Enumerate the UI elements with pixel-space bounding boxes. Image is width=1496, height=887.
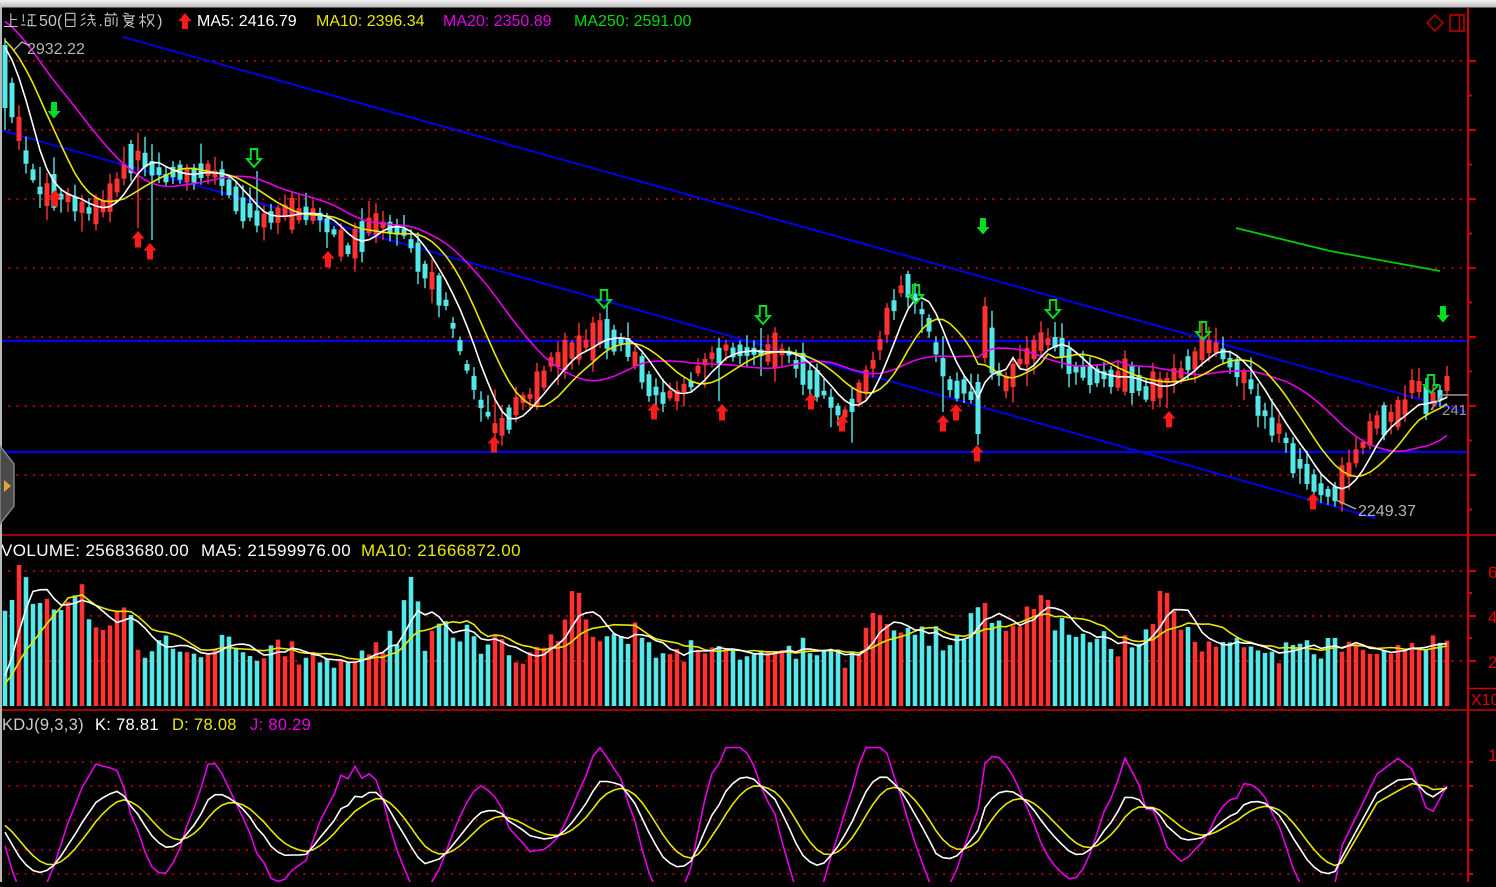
svg-text:0: 0 — [48, 13, 57, 30]
svg-text:MA5: 2416.79: MA5: 2416.79 — [197, 13, 297, 30]
svg-text:MA5: 21599976.00: MA5: 21599976.00 — [201, 541, 351, 560]
svg-text:MA250: 2591.00: MA250: 2591.00 — [574, 13, 692, 30]
svg-text:5: 5 — [39, 13, 48, 30]
svg-text:VOLUME: 25683680.00: VOLUME: 25683680.00 — [1, 541, 189, 560]
svg-text:X100: X100 — [1471, 692, 1496, 709]
svg-text:KDJ(9,3,3): KDJ(9,3,3) — [2, 716, 84, 734]
svg-text:.: . — [99, 13, 103, 30]
svg-text:400: 400 — [1488, 608, 1496, 627]
svg-text:MA20: 2350.89: MA20: 2350.89 — [443, 13, 552, 30]
svg-text:(: ( — [57, 13, 63, 30]
svg-text:100: 100 — [1488, 746, 1496, 765]
svg-text:K: 78.81: K: 78.81 — [95, 716, 159, 734]
svg-text:MA10: 21666872.00: MA10: 21666872.00 — [361, 541, 521, 560]
svg-text:MA10: 2396.34: MA10: 2396.34 — [316, 13, 425, 30]
svg-text:2249.37: 2249.37 — [1358, 503, 1416, 520]
svg-text:J: 80.29: J: 80.29 — [250, 716, 311, 734]
svg-text:600: 600 — [1488, 563, 1496, 582]
svg-text:D: 78.08: D: 78.08 — [172, 716, 237, 734]
svg-text:200: 200 — [1488, 653, 1496, 672]
svg-text:241: 241 — [1442, 402, 1467, 419]
svg-text:2932.22: 2932.22 — [27, 41, 85, 58]
svg-text:): ) — [157, 13, 162, 30]
